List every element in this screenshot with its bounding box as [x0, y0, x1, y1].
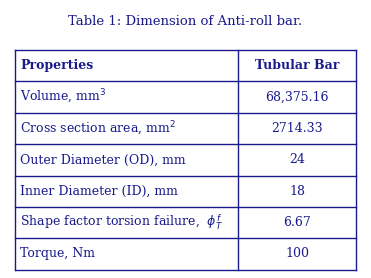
Text: Outer Diameter (OD), mm: Outer Diameter (OD), mm: [20, 153, 186, 166]
Text: 2714.33: 2714.33: [272, 122, 323, 135]
Text: Inner Diameter (ID), mm: Inner Diameter (ID), mm: [20, 185, 178, 198]
Text: Tubular Bar: Tubular Bar: [255, 59, 339, 72]
Text: 18: 18: [289, 185, 305, 198]
Text: 6.67: 6.67: [283, 216, 311, 229]
Text: Shape factor torsion failure,  $\phi_T^f$: Shape factor torsion failure, $\phi_T^f$: [20, 213, 223, 232]
Text: Torque, Nm: Torque, Nm: [20, 247, 95, 260]
Text: 68,375.16: 68,375.16: [266, 91, 329, 104]
Text: Volume, mm$^3$: Volume, mm$^3$: [20, 88, 107, 106]
Text: 100: 100: [285, 247, 309, 260]
Text: Properties: Properties: [20, 59, 93, 72]
Text: Cross section area, mm$^2$: Cross section area, mm$^2$: [20, 120, 176, 138]
Text: Table 1: Dimension of Anti-roll bar.: Table 1: Dimension of Anti-roll bar.: [68, 15, 303, 28]
Text: 24: 24: [289, 153, 305, 166]
